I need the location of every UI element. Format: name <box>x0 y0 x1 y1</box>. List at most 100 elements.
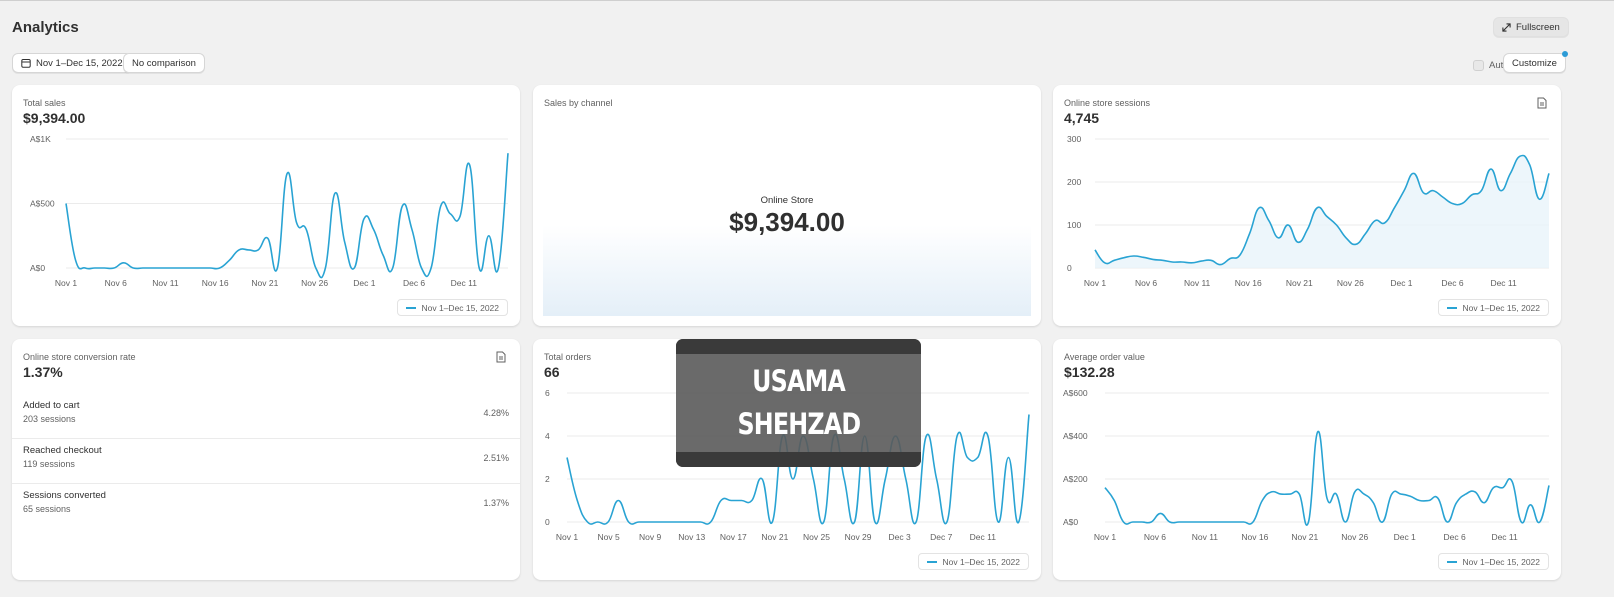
step-name: Reached checkout <box>23 445 102 456</box>
x-tick-label: Nov 21 <box>1286 278 1313 288</box>
chart-legend[interactable]: Nov 1–Dec 15, 2022 <box>1437 553 1549 570</box>
x-tick-label: Nov 6 <box>1144 532 1166 542</box>
x-tick-label: Dec 1 <box>1394 532 1416 542</box>
chart-legend[interactable]: Nov 1–Dec 15, 2022 <box>917 553 1029 570</box>
step-sessions: 119 sessions <box>23 459 75 469</box>
y-tick-label: 300 <box>1067 134 1081 144</box>
series-area <box>1095 155 1549 268</box>
x-tick-label: Dec 11 <box>451 278 478 288</box>
total-orders-chart: 6 4 2 0 Nov 1 Nov 5 Nov 9 Nov 13 Nov 17 Nov 21 Nov… <box>545 388 1030 542</box>
x-tick-label: Dec 1 <box>353 278 375 288</box>
card-value: $132.28 <box>1064 364 1115 380</box>
x-tick-label: Nov 11 <box>1184 278 1211 288</box>
x-tick-label: Nov 11 <box>1192 532 1219 542</box>
y-tick-label: 6 <box>545 388 550 398</box>
fullscreen-button[interactable]: Fullscreen <box>1493 17 1569 37</box>
y-tick-label: A$600 <box>1063 388 1088 398</box>
step-name: Sessions converted <box>23 490 106 501</box>
fullscreen-label: Fullscreen <box>1516 21 1560 33</box>
legend-label: Nov 1–Dec 15, 2022 <box>1462 302 1541 313</box>
y-tick-label: A$400 <box>1063 431 1088 441</box>
series-line <box>65 153 509 279</box>
channel-name: Online Store <box>760 195 814 206</box>
x-tick-label: Nov 6 <box>1135 278 1157 288</box>
watermark-line: SHEHZAD <box>737 407 861 441</box>
sessions-card[interactable]: Online store sessions 4,745 300 200 100 0 No… <box>1053 85 1561 326</box>
x-tick-label: Nov 16 <box>202 278 229 288</box>
y-tick-label: 2 <box>545 474 550 484</box>
watermark-line: USAMA <box>752 363 846 398</box>
x-tick-label: Nov 1 <box>556 532 578 542</box>
calendar-icon <box>21 59 31 68</box>
legend-swatch <box>926 560 937 563</box>
card-value: 4,745 <box>1064 110 1100 126</box>
x-tick-label: Nov 1 <box>1094 532 1116 542</box>
total-sales-chart: A$1K A$500 A$0 Nov 1 Nov 6 Nov 11 Nov 16 Nov 21… <box>30 134 509 288</box>
x-tick-label: Nov 21 <box>761 532 788 542</box>
step-percent: 2.51% <box>483 453 509 463</box>
comparison-picker[interactable]: No comparison <box>123 53 205 73</box>
notification-dot <box>1561 51 1568 57</box>
average-order-value-chart: A$600 A$400 A$200 A$0 Nov 1 Nov 6 Nov 11 Nov 16… <box>1063 388 1550 542</box>
card-label: Total orders <box>544 352 592 362</box>
legend-swatch <box>1446 560 1457 563</box>
step-name: Added to cart <box>23 400 80 411</box>
watermark-overlay: USAMA SHEHZAD <box>676 339 921 467</box>
customize-button[interactable]: Customize <box>1503 51 1568 73</box>
auto-refresh-checkbox[interactable] <box>1473 59 1484 71</box>
x-tick-label: Nov 11 <box>152 278 179 288</box>
watermark-bar <box>676 339 921 354</box>
date-range-picker[interactable]: Nov 1–Dec 15, 2022 <box>12 53 132 73</box>
x-tick-label: Nov 16 <box>1235 278 1262 288</box>
card-value: 66 <box>544 364 560 380</box>
step-percent: 1.37% <box>483 498 509 508</box>
x-tick-label: Nov 25 <box>803 532 830 542</box>
card-value: 1.37% <box>23 364 63 380</box>
y-tick-label: A$0 <box>1063 517 1078 527</box>
sales-by-channel-card[interactable]: Sales by channel Online Store $9,394.00 <box>533 85 1041 326</box>
x-tick-label: Nov 26 <box>1341 532 1368 542</box>
channel-background <box>543 225 1031 316</box>
series-line <box>1104 430 1550 526</box>
x-tick-label: Nov 21 <box>251 278 278 288</box>
x-tick-label: Nov 17 <box>720 532 747 542</box>
report-icon[interactable] <box>496 351 506 363</box>
y-tick-label: A$200 <box>1063 474 1088 484</box>
step-sessions: 65 sessions <box>23 504 71 514</box>
average-order-value-card[interactable]: Average order value $132.28 A$600 A$400 A$… <box>1053 339 1561 580</box>
chart-legend[interactable]: Nov 1–Dec 15, 2022 <box>396 299 508 316</box>
conversion-step-row: Reached checkout 119 sessions 2.51% <box>12 439 520 484</box>
x-tick-label: Nov 1 <box>55 278 77 288</box>
x-tick-label: Dec 11 <box>1490 278 1517 288</box>
step-percent: 4.28% <box>483 408 509 418</box>
legend-label: Nov 1–Dec 15, 2022 <box>1462 556 1541 567</box>
expand-icon <box>1502 22 1511 32</box>
legend-label: Nov 1–Dec 15, 2022 <box>421 302 500 313</box>
x-tick-label: Nov 9 <box>639 532 661 542</box>
y-tick-label: 0 <box>545 517 550 527</box>
x-tick-label: Nov 1 <box>1084 278 1106 288</box>
sessions-chart: 300 200 100 0 Nov 1 Nov 6 Nov 11 Nov 16 Nov 21 No… <box>1067 134 1550 288</box>
y-tick-label: 100 <box>1067 220 1081 230</box>
total-sales-card[interactable]: Total sales $9,394.00 A$1K A$500 A$0 Nov 1 N… <box>12 85 520 326</box>
x-tick-label: Dec 6 <box>1444 532 1466 542</box>
x-tick-label: Dec 11 <box>970 532 997 542</box>
x-tick-label: Nov 26 <box>1337 278 1364 288</box>
card-value: $9,394.00 <box>23 110 86 126</box>
x-tick-label: Dec 6 <box>1441 278 1463 288</box>
channel-value: $9,394.00 <box>729 207 845 237</box>
x-tick-label: Dec 7 <box>930 532 952 542</box>
page-title: Analytics <box>12 19 79 36</box>
card-label: Online store conversion rate <box>23 352 136 362</box>
watermark-bar <box>676 452 921 467</box>
x-tick-label: Nov 6 <box>105 278 127 288</box>
y-tick-label: A$0 <box>30 263 45 273</box>
chart-legend[interactable]: Nov 1–Dec 15, 2022 <box>1437 299 1549 316</box>
conversion-rate-card[interactable]: Online store conversion rate 1.37% Added… <box>12 339 520 580</box>
x-tick-label: Dec 3 <box>889 532 911 542</box>
report-icon[interactable] <box>1537 97 1547 109</box>
card-label: Average order value <box>1064 352 1145 362</box>
y-tick-label: 4 <box>545 431 550 441</box>
x-tick-label: Nov 29 <box>845 532 872 542</box>
x-tick-label: Nov 21 <box>1291 532 1318 542</box>
